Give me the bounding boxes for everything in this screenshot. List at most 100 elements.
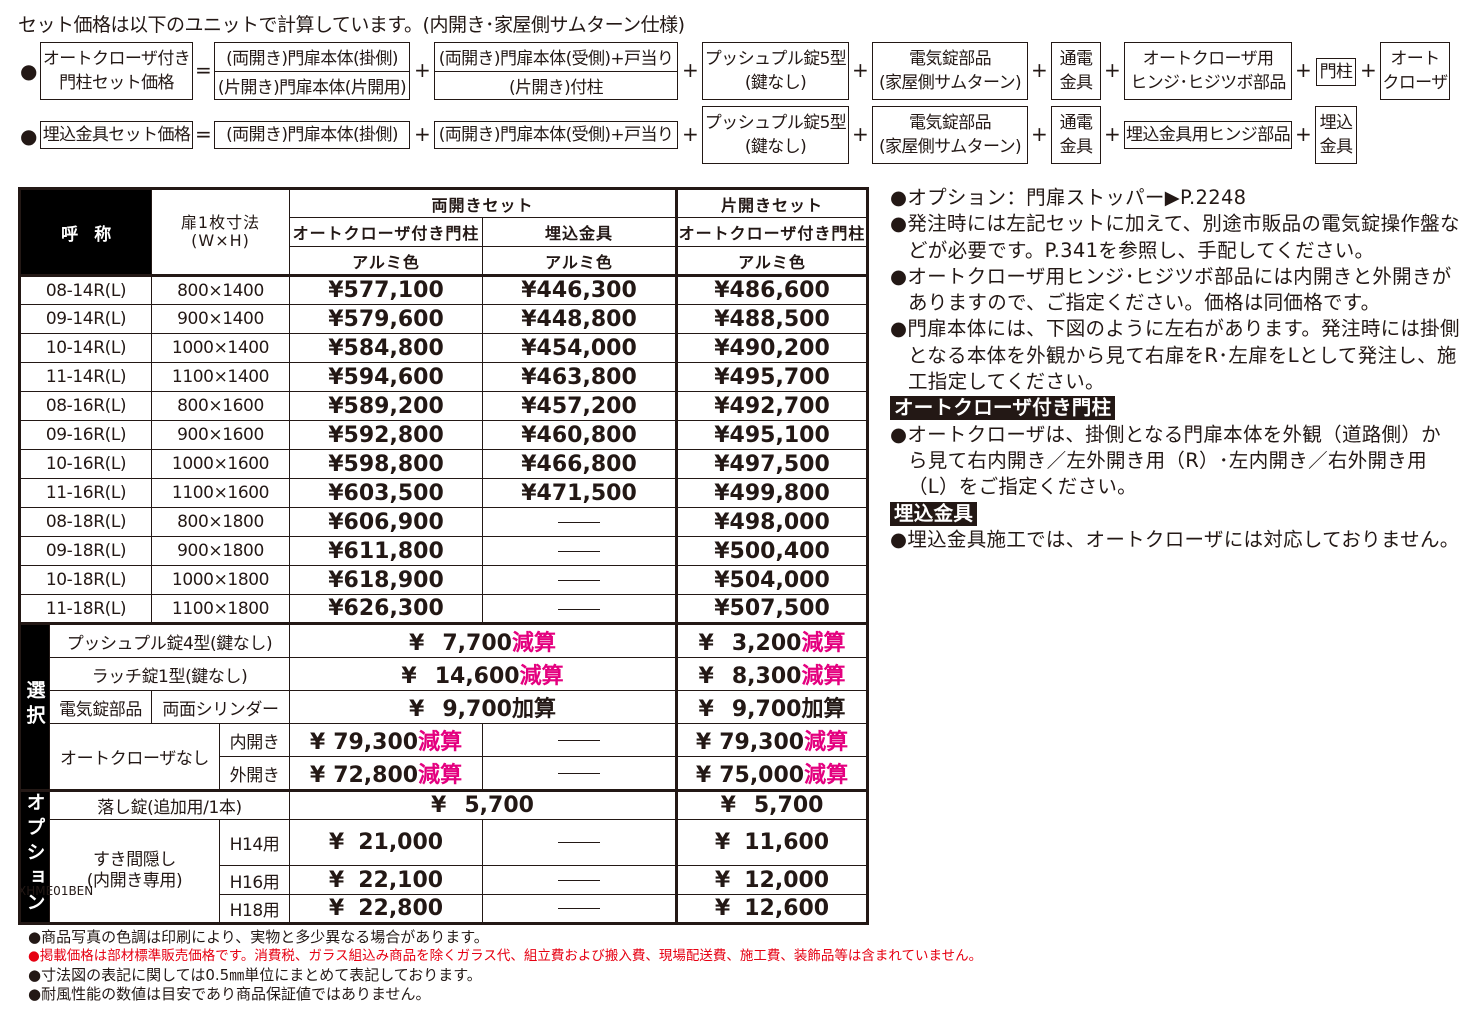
gap-single-price: ¥12,000 bbox=[675, 865, 869, 895]
price-autocloser-cell: ¥598,800 bbox=[289, 449, 483, 479]
price-autocloser-cell: ¥603,500 bbox=[289, 478, 483, 508]
gap-double-price: ¥22,100 bbox=[289, 865, 483, 895]
intro-text: セット価格は以下のユニットで計算しています。(内開き･家屋側サムターン仕様) bbox=[18, 14, 685, 36]
plus: + bbox=[1031, 122, 1048, 146]
option-label: オプション bbox=[19, 789, 50, 924]
electric-label: 電気錠部品 bbox=[49, 690, 152, 724]
pushpull-double-price: ¥7,700減算 bbox=[288, 622, 678, 658]
equals: = bbox=[195, 122, 212, 146]
pushpull-single-price: ¥3,200減算 bbox=[675, 622, 869, 658]
pushpull-label: プッシュプル錠4型(鍵なし) bbox=[49, 622, 290, 658]
price-autocloser-cell: ¥611,800 bbox=[289, 536, 483, 566]
price-autocloser-cell: ¥579,600 bbox=[289, 304, 483, 334]
model-cell: 08-16R(L) bbox=[19, 391, 152, 421]
drop-bolt-label: 落し錠(追加用/1本) bbox=[49, 789, 290, 820]
price-table: 呼 称 扉1枚寸法 (W×H) 両開きセット 片開きセット オートクローザ付き門… bbox=[18, 187, 870, 925]
price-single-cell: ¥495,100 bbox=[675, 420, 869, 450]
bullet: ● bbox=[20, 124, 38, 148]
electric-single-price: ¥9,700加算 bbox=[675, 690, 869, 724]
size-cell: 1100×1800 bbox=[151, 594, 290, 624]
header-color: アルミ色 bbox=[481, 246, 678, 276]
footer-note: ●耐風性能の数値は目安であり商品保証値ではありません。 bbox=[28, 985, 431, 1003]
price-single-cell: ¥500,400 bbox=[675, 536, 869, 566]
table-row: 11-16R(L) 1100×1600 ¥603,500 ¥471,500 ¥499,8… bbox=[19, 478, 869, 508]
latch-label: ラッチ錠1型(鍵なし) bbox=[49, 657, 290, 691]
price-embedded-cell: ¥471,500 bbox=[481, 478, 678, 508]
size-cell: 900×1400 bbox=[151, 304, 290, 334]
formula-hinge: オートクローザ用 ヒンジ･ヒジツボ部品 bbox=[1124, 42, 1292, 100]
price-embedded-cell bbox=[481, 507, 678, 537]
price-embedded-cell: ¥446,300 bbox=[481, 274, 678, 305]
note-item: ●オートクローザは、掛側となる門扉本体を外観（道路側）から見て右内開き／左外開き… bbox=[890, 422, 1441, 499]
plus: + bbox=[1295, 58, 1312, 82]
formula-electric-lock: 電気錠部品 (家屋側サムターン) bbox=[872, 106, 1028, 164]
gap-size-label: H16用 bbox=[219, 865, 290, 895]
model-cell: 09-16R(L) bbox=[19, 420, 152, 450]
note-item: ●発注時には左記セットに加えて、別途市販品の電気錠操作盤などが必要です。P.34… bbox=[890, 212, 1460, 262]
size-cell: 1100×1400 bbox=[151, 362, 290, 392]
model-cell: 09-14R(L) bbox=[19, 304, 152, 334]
price-single-cell: ¥486,600 bbox=[675, 274, 869, 305]
gap-single-price: ¥12,600 bbox=[675, 894, 869, 924]
model-cell: 10-18R(L) bbox=[19, 565, 152, 595]
gap-single-price: ¥11,600 bbox=[675, 819, 869, 866]
plus: + bbox=[682, 122, 699, 146]
empty-cell bbox=[481, 723, 678, 757]
gap-size-label: H14用 bbox=[219, 819, 290, 866]
price-autocloser-cell: ¥618,900 bbox=[289, 565, 483, 595]
price-autocloser-cell: ¥584,800 bbox=[289, 333, 483, 363]
formula-door-latch: (両開き)門扉本体(掛側) bbox=[214, 121, 410, 149]
price-single-cell: ¥499,800 bbox=[675, 478, 869, 508]
header-name: 呼 称 bbox=[19, 188, 152, 276]
gap-double-price: ¥21,000 bbox=[289, 819, 483, 866]
model-cell: 10-16R(L) bbox=[19, 449, 152, 479]
table-row: 08-18R(L) 800×1800 ¥606,900 ¥498,000 bbox=[19, 507, 869, 537]
empty-cell bbox=[481, 865, 678, 895]
empty-cell bbox=[481, 894, 678, 924]
empty-cell bbox=[481, 819, 678, 866]
header-single: 片開きセット bbox=[675, 188, 869, 218]
size-cell: 1100×1600 bbox=[151, 478, 290, 508]
price-embedded-cell: ¥466,800 bbox=[481, 449, 678, 479]
plus: + bbox=[682, 58, 699, 82]
price-autocloser-cell: ¥592,800 bbox=[289, 420, 483, 450]
size-cell: 1000×1800 bbox=[151, 565, 290, 595]
table-row: 09-18R(L) 900×1800 ¥611,800 ¥500,400 bbox=[19, 536, 869, 566]
inward-single-price: ¥79,300減算 bbox=[675, 723, 869, 757]
inward-label: 内開き bbox=[219, 723, 290, 757]
header-size: 扉1枚寸法 (W×H) bbox=[151, 188, 290, 276]
gap-cover-label: すき間隠し (内開き専用) bbox=[49, 819, 220, 924]
model-cell: 10-14R(L) bbox=[19, 333, 152, 363]
plus: + bbox=[1031, 58, 1048, 82]
note-item: ●埋込金具施工では、オートクローザには対応しておりません。 bbox=[890, 527, 1460, 551]
product-code: XHME01BEN bbox=[18, 884, 94, 898]
price-single-cell: ¥490,200 bbox=[675, 333, 869, 363]
formula-result: オートクローザ付き 門柱セット価格 bbox=[40, 42, 193, 100]
price-single-cell: ¥498,000 bbox=[675, 507, 869, 537]
price-single-cell: ¥495,700 bbox=[675, 362, 869, 392]
price-embedded-cell bbox=[481, 594, 678, 624]
price-embedded-cell: ¥457,200 bbox=[481, 391, 678, 421]
plus: + bbox=[1104, 122, 1121, 146]
size-cell: 1000×1400 bbox=[151, 333, 290, 363]
table-row: 08-14R(L) 800×1400 ¥577,100 ¥446,300 ¥486,60… bbox=[19, 274, 869, 305]
formula-autocloser-part: オート クローザ bbox=[1380, 42, 1450, 100]
price-single-cell: ¥504,000 bbox=[675, 565, 869, 595]
drop-bolt-single-price: ¥5,700 bbox=[675, 789, 869, 820]
drop-bolt-double-price: ¥5,700 bbox=[288, 789, 678, 820]
size-cell: 900×1600 bbox=[151, 420, 290, 450]
table-row: 11-14R(L) 1100×1400 ¥594,600 ¥463,800 ¥495,7… bbox=[19, 362, 869, 392]
price-embedded-cell: ¥460,800 bbox=[481, 420, 678, 450]
inward-price: ¥79,300減算 bbox=[289, 723, 483, 757]
formula-embedded-fitting: 埋込 金具 bbox=[1315, 106, 1357, 164]
size-cell: 1000×1600 bbox=[151, 449, 290, 479]
plus: + bbox=[1104, 58, 1121, 82]
size-cell: 800×1600 bbox=[151, 391, 290, 421]
latch-single-price: ¥8,300減算 bbox=[675, 657, 869, 691]
price-autocloser-cell: ¥594,600 bbox=[289, 362, 483, 392]
outward-label: 外開き bbox=[219, 756, 290, 791]
size-cell: 800×1400 bbox=[151, 274, 290, 305]
header-autocloser-single: オートクローザ付き門柱 bbox=[675, 217, 869, 247]
note-heading: 埋込金具 bbox=[890, 501, 978, 526]
plus: + bbox=[414, 58, 431, 82]
